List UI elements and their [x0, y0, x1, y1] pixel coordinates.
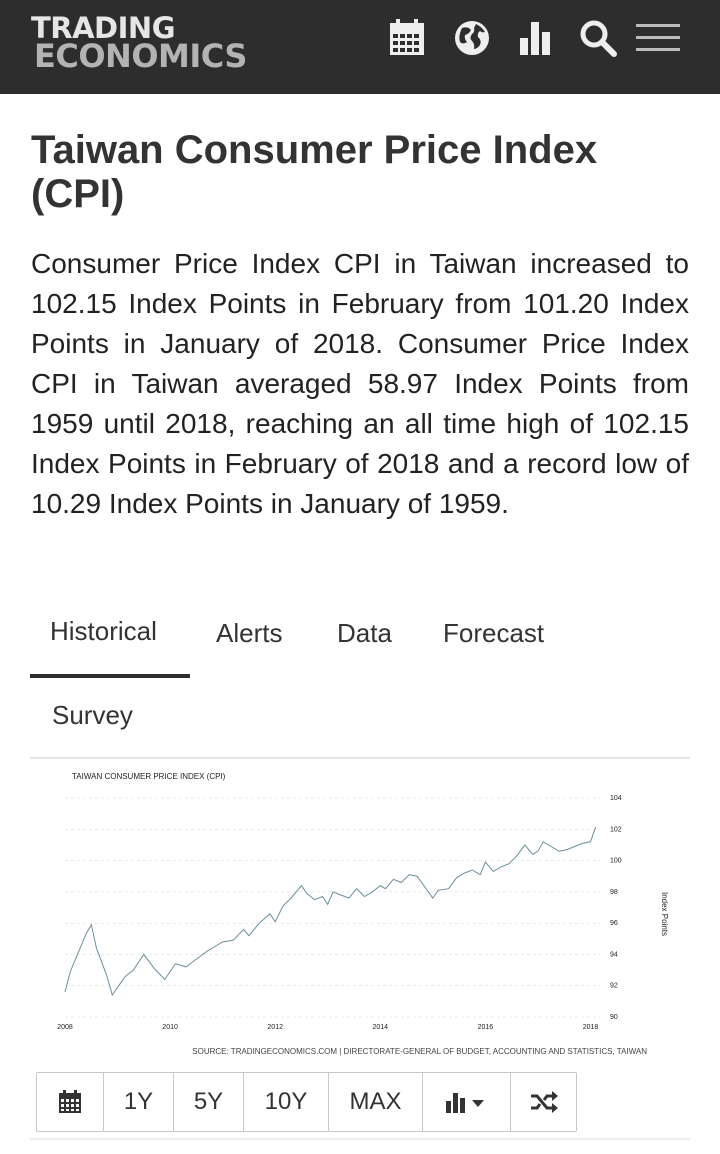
y-tick-label: 98 — [610, 889, 618, 896]
menu-icon[interactable] — [634, 18, 682, 58]
cpi-chart[interactable]: TAIWAN CONSUMER PRICE INDEX (CPI) 104 102… — [30, 762, 690, 1062]
calendar-icon[interactable] — [388, 18, 428, 58]
x-tick-label: 2018 — [583, 1024, 599, 1031]
calendar-icon — [59, 1090, 81, 1113]
chart-source: SOURCE: TRADINGECONOMICS.COM | DIRECTORA… — [192, 1047, 647, 1056]
page-title: Taiwan Consumer Price Index (CPI) — [31, 128, 598, 216]
search-icon[interactable] — [578, 18, 618, 58]
page-description: Consumer Price Index CPI in Taiwan incre… — [31, 248, 689, 519]
x-tick-label: 2012 — [267, 1024, 283, 1031]
y-tick-label: 100 — [610, 858, 622, 865]
bottom-divider — [30, 1138, 690, 1140]
y-tick-label: 96 — [610, 920, 618, 927]
range-max-button[interactable]: MAX — [329, 1073, 423, 1131]
y-tick-label: 102 — [610, 826, 622, 833]
y-tick-label: 90 — [610, 1014, 618, 1021]
cpi-series-line — [64, 826, 597, 997]
calendar-button[interactable] — [37, 1073, 104, 1131]
bar-chart-icon[interactable] — [516, 18, 556, 58]
y-tick-label: 104 — [610, 795, 622, 802]
globe-icon[interactable] — [452, 18, 492, 58]
range-1y-button[interactable]: 1Y — [104, 1073, 174, 1131]
tabs-divider — [30, 757, 690, 759]
logo-line-1: TRADING — [31, 11, 175, 45]
chart-svg: TAIWAN CONSUMER PRICE INDEX (CPI) 104 102… — [57, 772, 669, 1056]
chart-grid — [65, 797, 601, 1018]
chart-type-button[interactable] — [423, 1073, 511, 1131]
chart-toolbar: 1Y 5Y 10Y MAX — [36, 1072, 577, 1132]
logo-line-2: ECONOMICS — [34, 37, 247, 75]
x-tick-label: 2014 — [373, 1024, 389, 1031]
range-10y-button[interactable]: 10Y — [244, 1073, 329, 1131]
chart-tabs: Historical Alerts Data Forecast Survey — [30, 600, 690, 760]
tab-alerts[interactable]: Alerts — [216, 618, 283, 648]
range-5y-button[interactable]: 5Y — [174, 1073, 244, 1131]
tab-forecast[interactable]: Forecast — [443, 618, 545, 648]
tab-historical[interactable]: Historical — [30, 616, 190, 678]
tab-data[interactable]: Data — [337, 618, 392, 648]
x-tick-label: 2008 — [57, 1024, 73, 1031]
tab-historical-label: Historical — [50, 616, 157, 646]
bar-chart-dropdown-icon — [445, 1093, 484, 1113]
y-axis-ticks: 104 102 100 98 96 94 92 90 — [610, 795, 622, 1021]
trading-economics-logo[interactable]: TRADING ECONOMICS — [31, 11, 247, 75]
chart-title: TAIWAN CONSUMER PRICE INDEX (CPI) — [72, 772, 226, 781]
y-tick-label: 94 — [610, 951, 618, 958]
shuffle-icon — [530, 1091, 558, 1113]
y-axis-label: Index Points — [660, 892, 669, 936]
x-axis-ticks: 2008 2010 2012 2014 2016 2018 — [57, 1024, 598, 1031]
x-tick-label: 2010 — [162, 1024, 178, 1031]
tab-survey[interactable]: Survey — [52, 700, 133, 730]
top-nav-bar: TRADING ECONOMICS — [0, 0, 720, 94]
y-tick-label: 92 — [610, 983, 618, 990]
compare-button[interactable] — [511, 1073, 576, 1131]
x-tick-label: 2016 — [478, 1024, 494, 1031]
